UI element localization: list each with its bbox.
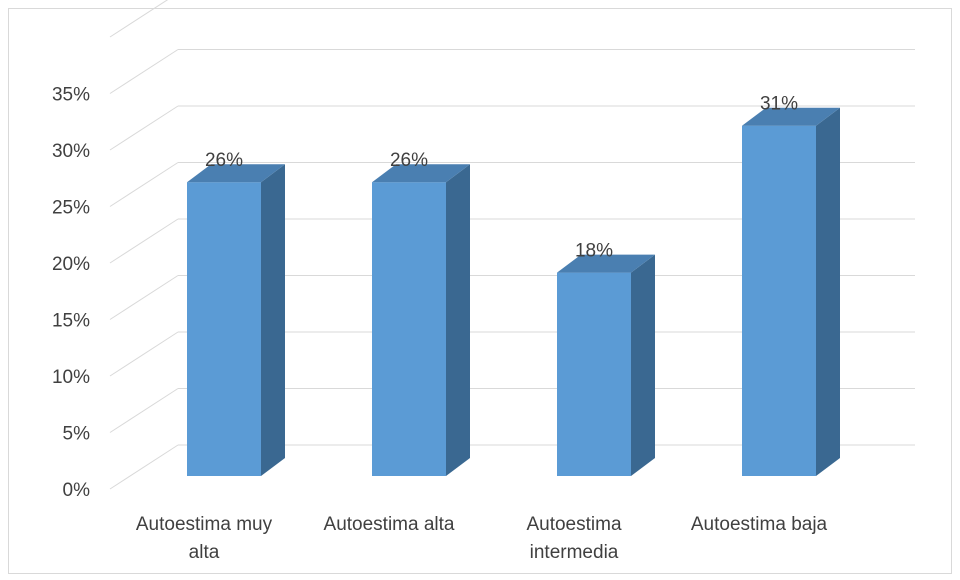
y-tick-label: 0% <box>63 480 91 501</box>
gridline-diagonal <box>109 275 179 320</box>
data-label: 26% <box>390 150 428 171</box>
category-label: Autoestima <box>526 514 621 535</box>
y-tick-label: 10% <box>52 367 90 388</box>
gridline-diagonal <box>109 105 179 151</box>
y-tick-label: 35% <box>52 85 90 106</box>
y-tick-label: 25% <box>52 198 90 219</box>
bar-side <box>446 164 470 476</box>
y-tick-label: 15% <box>52 311 90 332</box>
gridline-diagonal <box>109 388 179 433</box>
y-tick-label: 30% <box>52 141 90 162</box>
bar-side <box>261 164 285 476</box>
category-label: Autoestima alta <box>324 514 455 535</box>
gridline-diagonal <box>109 49 179 94</box>
bar-front <box>557 272 631 476</box>
bar-side <box>816 107 840 476</box>
y-tick-label: 20% <box>52 254 90 275</box>
category-label: Autoestima baja <box>691 514 828 535</box>
category-label: Autoestima muy <box>136 514 273 535</box>
bar-top <box>187 164 285 183</box>
gridline-diagonal <box>109 444 179 490</box>
data-label: 31% <box>760 94 798 115</box>
bar-top <box>557 254 655 273</box>
gridline-diagonal <box>109 331 179 377</box>
category-label: intermedia <box>530 542 619 563</box>
gridline-diagonal <box>109 0 169 38</box>
data-label: 26% <box>205 150 243 171</box>
gridline-diagonal <box>109 218 179 264</box>
bar-side <box>631 254 655 476</box>
bar-top <box>742 107 840 126</box>
category-label: alta <box>189 542 220 563</box>
bar-front <box>372 182 446 476</box>
y-tick-label: 5% <box>63 424 91 445</box>
bar-top <box>372 164 470 183</box>
data-label: 18% <box>575 241 613 262</box>
gridline-diagonal <box>109 162 179 207</box>
bar-front <box>742 125 816 476</box>
bar-front <box>187 182 261 476</box>
